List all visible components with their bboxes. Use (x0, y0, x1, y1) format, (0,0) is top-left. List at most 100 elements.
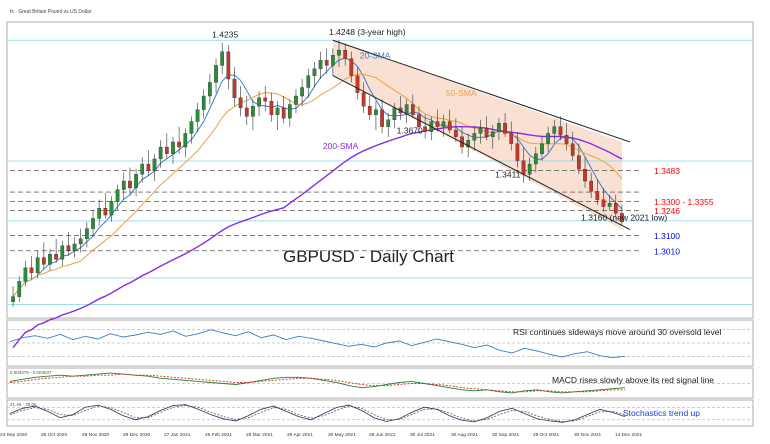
candle-body (318, 60, 323, 69)
candle-body (410, 104, 415, 115)
price-annotation-7: 1.3160 (new 2021 low) (581, 212, 667, 222)
stoch-k-line (9, 404, 626, 423)
x-tick-label: 28 Jun 2021 (369, 432, 396, 438)
candle-body (374, 109, 378, 115)
candle-body (380, 109, 384, 127)
level-label-1: 1.3300 - 1.3355 (654, 197, 714, 207)
candle-body (300, 87, 304, 97)
macd-macd-line (9, 372, 626, 394)
x-axis: 24 Sep 2020 26 Oct 2020 26 Nov 2020 28 Dec … (0, 432, 643, 438)
candle-body (331, 55, 335, 66)
price-panel-frame (6, 21, 754, 319)
level-label-4: 1.3100 (654, 231, 680, 241)
candle-body (423, 126, 427, 132)
x-tick-label: 28 Dec 2020 (123, 432, 151, 438)
candle-body (91, 218, 95, 229)
candle-body (294, 95, 298, 105)
candle-body (41, 257, 46, 265)
x-tick-label: 29 Oct 2021 (533, 432, 559, 438)
candle-body (509, 133, 514, 144)
price-annotation-3: 50-SMA (446, 88, 477, 98)
candle-body (558, 126, 563, 136)
trend-channel-lower (332, 75, 631, 230)
candle-body (275, 107, 280, 115)
candle-body (515, 143, 520, 161)
candle-body (244, 107, 249, 117)
candle-body (66, 245, 71, 251)
candle-body (564, 134, 569, 144)
candle-body (11, 296, 15, 302)
chart-title: GBPUSD - Daily Chart (283, 247, 454, 266)
candle-body (214, 65, 218, 83)
candle-body (343, 49, 348, 59)
x-tick-label: 24 Sep 2020 (0, 432, 28, 438)
stochastics-annotation: Stochastics trend up (623, 408, 700, 418)
macd-panel-frame (6, 367, 754, 399)
macd-annotation: MACD rises slowly above its red signal l… (552, 375, 714, 385)
candle-body (164, 146, 169, 154)
candle-body (78, 238, 83, 245)
candle-body (146, 163, 151, 172)
candle-body (177, 141, 181, 148)
x-tick-label: 30 May 2021 (328, 432, 356, 438)
candle-body (232, 78, 237, 98)
symbol-header: fx · Great Britain Pound vs US Dollar (10, 9, 92, 15)
candle-body (263, 97, 268, 102)
x-tick-label: 14 Dec 2021 (615, 432, 643, 438)
price-annotation-1: 1.4248 (3-year high) (329, 27, 406, 37)
x-tick-label: 26 Oct 2020 (41, 432, 67, 438)
candle-body (484, 128, 489, 137)
price-annotation-6: 200-SMA (323, 141, 359, 151)
candle-body (306, 75, 311, 88)
candle-body (367, 106, 372, 115)
candle-body (103, 208, 108, 216)
candle-body (121, 180, 126, 190)
price-annotation-0: 1.4235 (212, 29, 238, 39)
rsi-panel (7, 329, 753, 359)
candle-body (454, 129, 458, 137)
x-tick-label: 27 Jan 2021 (164, 432, 191, 438)
candle-body (466, 140, 471, 148)
candle-body (349, 58, 354, 76)
candle-body (478, 128, 483, 134)
candle-body (128, 180, 132, 189)
trend-channel-fill (332, 40, 622, 230)
candle-body (85, 228, 89, 240)
level-label-0: 1.3483 (654, 166, 680, 176)
candle-body (171, 141, 175, 154)
x-tick-label: 26 Nov 2020 (82, 432, 110, 438)
rsi-line (9, 329, 626, 359)
candle-body (392, 107, 397, 120)
x-tick-label: 30 Nov 2021 (574, 432, 602, 438)
candle-body (140, 163, 145, 175)
candle-body (583, 168, 587, 182)
candle-body (607, 203, 612, 207)
candle-body (257, 97, 261, 107)
candle-body (134, 174, 138, 189)
candle-body (441, 121, 446, 127)
candle-body (158, 146, 163, 160)
level-label-3: 1.3246 (654, 206, 680, 216)
candle-body (447, 121, 452, 131)
rsi-annotation: RSI continues sideways move around 30 ov… (513, 327, 721, 337)
candle-body (269, 100, 274, 115)
candle-body (540, 143, 544, 154)
candle-body (552, 126, 557, 134)
candle-body (109, 201, 114, 216)
candle-body (355, 75, 360, 93)
candle-body (23, 267, 28, 282)
candle-body (201, 95, 206, 110)
stochastics-panel (7, 404, 753, 423)
macd-header: 0.003379 · 0.003537 (10, 370, 52, 375)
macd-signal-line (9, 373, 625, 393)
price-annotation-4: 1.3670 (397, 126, 423, 136)
candle-body (521, 160, 526, 175)
candle-body (189, 121, 194, 134)
x-tick-label: 30 Sep 2021 (492, 432, 520, 438)
candle-body (589, 180, 594, 192)
candle-body (435, 121, 440, 127)
price-annotation-5: 1.3411 (495, 170, 521, 180)
ma-line-50-sma (12, 73, 623, 298)
candle-body (503, 123, 507, 134)
